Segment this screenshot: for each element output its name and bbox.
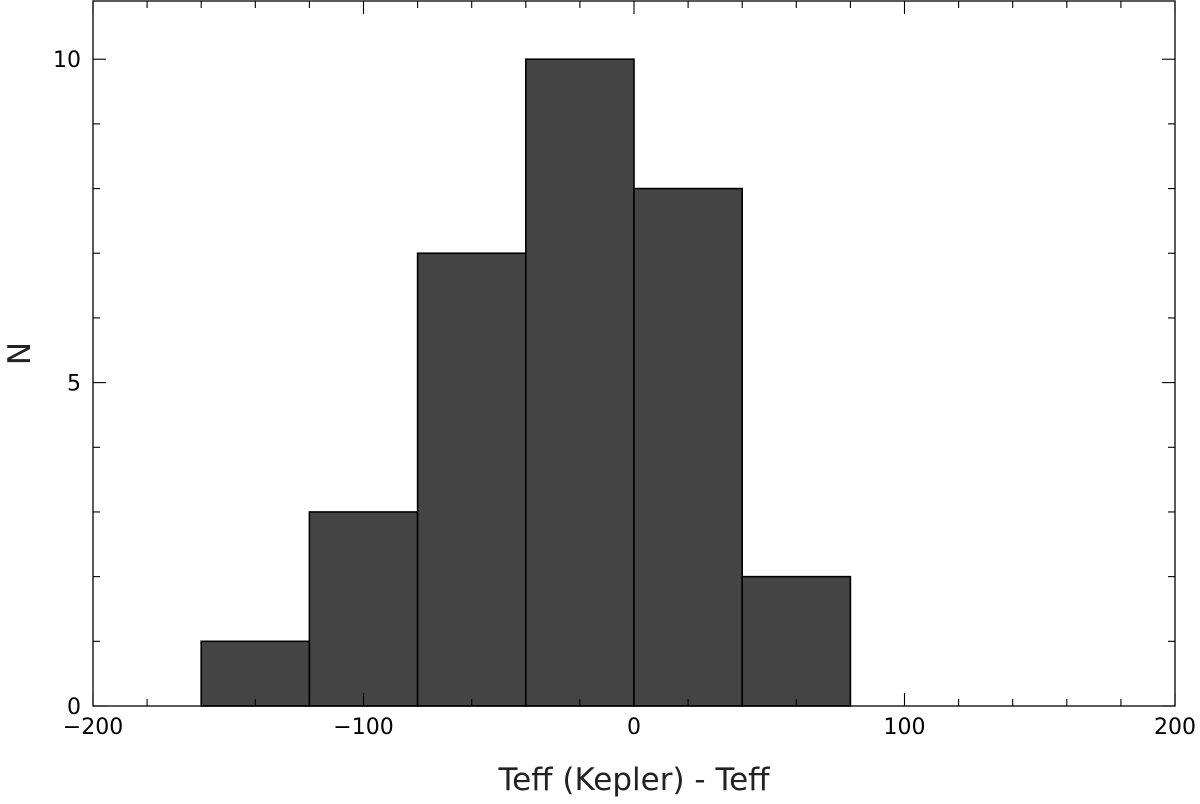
plot-frame (92, 0, 1176, 707)
histogram-bar-3 (524, 58, 635, 707)
y-axis-title: N (2, 342, 38, 365)
x-tick-label: 0 (627, 715, 641, 740)
bars-layer (200, 58, 852, 707)
y-tick-label: 10 (53, 48, 81, 73)
y-tick-label: 0 (67, 695, 81, 720)
histogram-bar-5 (741, 575, 852, 707)
x-tick-label: −100 (333, 715, 393, 740)
y-tick-label: 5 (67, 372, 81, 397)
x-axis-title: Teff (Kepler) - Teff (497, 762, 770, 798)
histogram-bar-4 (633, 187, 743, 707)
tick-labels-layer: −200 −100 0 100 200 0 5 10 (53, 48, 1196, 740)
ticks-layer (92, 1, 1176, 707)
x-tick-label: 100 (884, 715, 926, 740)
x-tick-label: −200 (63, 715, 123, 740)
x-tick-label: 200 (1154, 715, 1196, 740)
histogram-bar-0 (200, 640, 311, 707)
histogram-bar-1 (308, 511, 419, 707)
histogram-bar-2 (416, 252, 527, 707)
